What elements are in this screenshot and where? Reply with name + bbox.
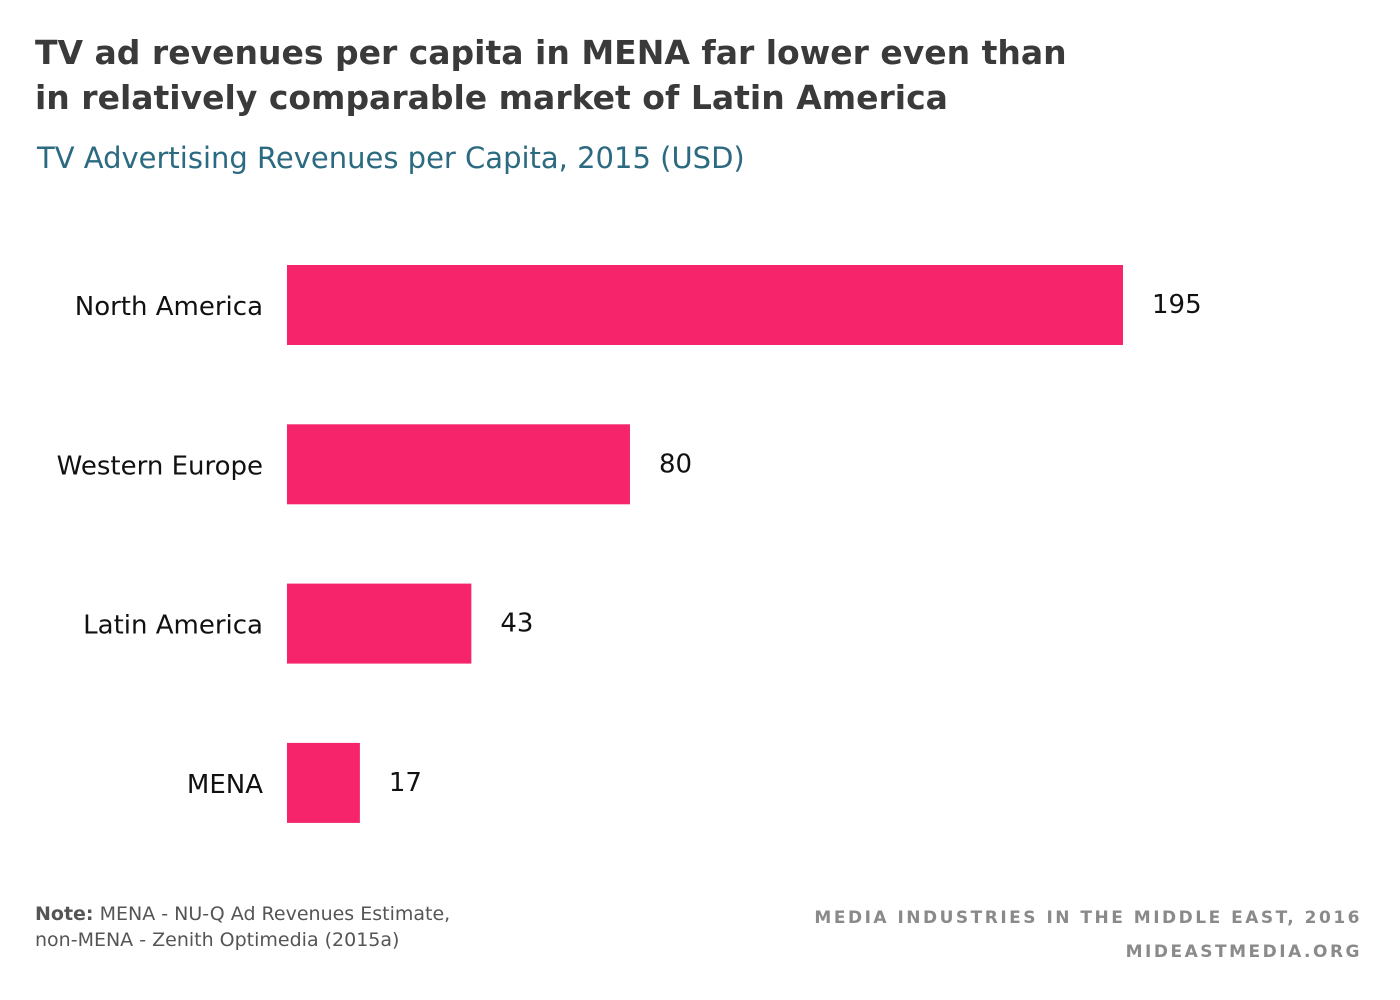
category-label-latin-america: Latin America: [83, 611, 263, 641]
chart-title-line-1: TV ad revenues per capita in MENA far lo…: [35, 33, 1067, 72]
note-line-1: MENA - NU-Q Ad Revenues Estimate,: [99, 903, 451, 925]
website-credit: MIDEASTMEDIA.ORG: [1125, 942, 1362, 962]
value-label-mena: 17: [389, 768, 422, 798]
chart-title-line-2: in relatively comparable market of Latin…: [35, 78, 948, 117]
note-line-2: non-MENA - Zenith Optimedia (2015a): [35, 929, 400, 951]
category-label-north-america: North America: [75, 292, 263, 322]
bar-latin-america: [287, 583, 472, 664]
chart-title: TV ad revenues per capita in MENA far lo…: [35, 30, 1135, 120]
value-label-western-europe: 80: [659, 449, 692, 479]
category-label-western-europe: Western Europe: [57, 451, 263, 481]
bar-north-america: [287, 265, 1123, 345]
value-label-north-america: 195: [1152, 290, 1202, 320]
note-label: Note:: [35, 903, 94, 925]
category-label-mena: MENA: [187, 770, 263, 800]
chart-subtitle: TV Advertising Revenues per Capita, 2015…: [37, 141, 745, 175]
value-label-latin-america: 43: [500, 609, 533, 639]
publication-credit: MEDIA INDUSTRIES IN THE MIDDLE EAST, 201…: [814, 908, 1362, 928]
source-note: Note: MENA - NU-Q Ad Revenues Estimate, …: [35, 901, 635, 953]
bar-western-europe: [287, 424, 630, 505]
bar-mena: [287, 742, 360, 823]
